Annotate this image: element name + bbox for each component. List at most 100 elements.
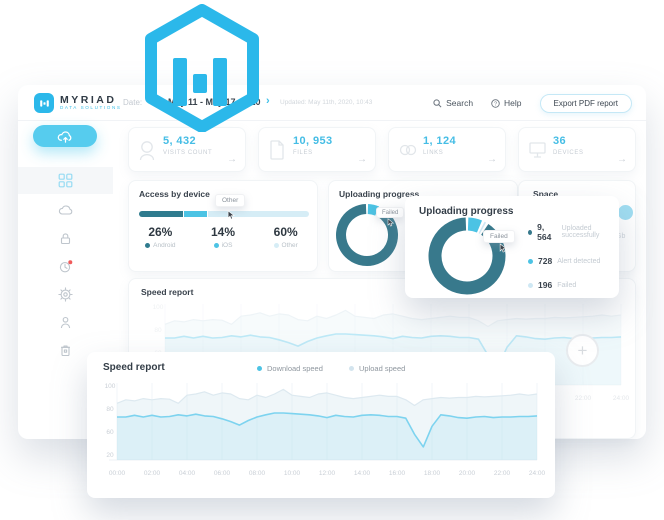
arrow-right-icon[interactable]: → bbox=[227, 154, 237, 165]
stat-label: DEVICES bbox=[553, 150, 584, 156]
area-download bbox=[117, 413, 537, 460]
bar-segment-ios[interactable] bbox=[183, 211, 208, 217]
user-icon bbox=[60, 316, 71, 329]
share-ios: 14% iOS bbox=[192, 225, 255, 249]
stat-card-visits: 5, 432 VISITS COUNT → bbox=[128, 127, 246, 172]
stat-value: 36 bbox=[553, 135, 567, 147]
tooltip-failed: Failed bbox=[483, 230, 515, 243]
legend-label: Failed bbox=[557, 281, 577, 289]
space-unit: Gb bbox=[616, 233, 626, 240]
x-tick-label: 12:00 bbox=[319, 470, 336, 477]
legend-label: Other bbox=[281, 242, 298, 249]
donut-slice-failed[interactable] bbox=[478, 221, 487, 234]
dashboard-grid-icon bbox=[58, 173, 73, 188]
sidebar-item-settings[interactable] bbox=[18, 281, 113, 308]
line-upload bbox=[116, 388, 538, 407]
y-tick-label: 80 bbox=[154, 327, 162, 334]
x-tick-label: 02:00 bbox=[144, 470, 161, 477]
uploading-donut-chart bbox=[428, 217, 506, 295]
myriad-hexagon-logo bbox=[145, 4, 259, 132]
dashboard-header: MYRIAD DATA SOLUTIONS Date: May 11 - May… bbox=[18, 85, 646, 121]
x-tick-label: 22:00 bbox=[494, 470, 511, 477]
card-title: Space bbox=[533, 189, 559, 199]
share-android: 26% Android bbox=[129, 225, 192, 249]
last-updated-text: Updated: May 11th, 2020, 10:43 bbox=[280, 99, 373, 106]
stat-value: 1, 124 bbox=[423, 135, 456, 147]
timer-icon bbox=[59, 260, 73, 273]
card-title: Uploading progress bbox=[339, 189, 420, 199]
speed-chart: 00:00 02:00 04:00 06:00 08:00 10:00 12:00 14:00… bbox=[105, 383, 545, 477]
x-tick-label: 18:00 bbox=[424, 470, 441, 477]
arrow-right-icon[interactable]: → bbox=[617, 154, 627, 165]
x-tick-label: 24:00 bbox=[613, 395, 629, 402]
svg-text:?: ? bbox=[494, 101, 497, 107]
help-icon: ? bbox=[491, 98, 500, 108]
legend-dot bbox=[528, 258, 533, 264]
uploading-progress-popover: Uploading progress Failed 9, 564 Uploade… bbox=[405, 196, 619, 298]
chevron-right-icon[interactable]: › bbox=[266, 95, 270, 107]
add-widget-button[interactable]: + bbox=[566, 334, 599, 367]
legend-label: Alert detected bbox=[557, 257, 601, 265]
cloud-icon bbox=[58, 205, 73, 215]
legend-value: 196 bbox=[538, 280, 553, 290]
legend-item-success: 9, 564 Uploaded successfully bbox=[528, 222, 619, 242]
x-tick-label: 16:00 bbox=[389, 470, 406, 477]
link-icon bbox=[399, 144, 417, 156]
export-pdf-button[interactable]: Export PDF report bbox=[539, 93, 632, 113]
legend-dot bbox=[213, 243, 219, 248]
search-button[interactable]: Search bbox=[433, 98, 473, 108]
access-by-device-card: Access by device Other 26% Android 14% i… bbox=[128, 180, 318, 272]
stat-value: 5, 432 bbox=[163, 135, 196, 147]
donut-slice-alert-detected[interactable] bbox=[467, 217, 483, 233]
file-icon bbox=[270, 140, 284, 160]
x-tick-label: 24:00 bbox=[529, 470, 545, 477]
help-button[interactable]: ? Help bbox=[491, 98, 522, 108]
legend-value: 9, 564 bbox=[537, 222, 552, 242]
sidebar-item-activity[interactable] bbox=[18, 253, 113, 280]
y-tick-label: 100 bbox=[105, 383, 116, 390]
legend-label: Uploaded successfully bbox=[561, 225, 600, 239]
sidebar-item-profile[interactable] bbox=[18, 309, 113, 336]
line-download bbox=[165, 333, 622, 369]
cloud-upload-icon bbox=[57, 131, 71, 143]
device-share-bar[interactable] bbox=[139, 211, 309, 217]
donut-slice-uploaded-successfully[interactable] bbox=[428, 217, 506, 295]
sidebar bbox=[18, 121, 113, 439]
monitor-icon bbox=[529, 142, 546, 158]
donut-slice-uploaded-successfully[interactable] bbox=[336, 204, 398, 266]
upload-button[interactable] bbox=[33, 125, 97, 147]
y-tick-label: 100 bbox=[153, 304, 164, 311]
stat-label: VISITS COUNT bbox=[163, 150, 213, 156]
card-title: Access by device bbox=[139, 189, 210, 199]
line-upload bbox=[164, 309, 622, 328]
sidebar-item-security[interactable] bbox=[18, 225, 113, 252]
legend-dot-upload bbox=[349, 366, 354, 371]
x-tick-label: 14:00 bbox=[354, 470, 371, 477]
stat-card-devices: 36 DEVICES → bbox=[518, 127, 636, 172]
x-tick-label: 06:00 bbox=[214, 470, 231, 477]
stat-card-files: 10, 953 FILES → bbox=[258, 127, 376, 172]
share-other: 60% Other bbox=[254, 225, 317, 249]
arrow-right-icon[interactable]: → bbox=[357, 154, 367, 165]
sidebar-item-cloud[interactable] bbox=[18, 197, 113, 224]
legend-label: Download speed bbox=[267, 364, 323, 373]
x-tick-label: 00:00 bbox=[109, 470, 126, 477]
legend-dot bbox=[528, 229, 533, 235]
legend-label: Upload speed bbox=[359, 364, 406, 373]
share-pct: 14% bbox=[210, 225, 236, 239]
brand-tagline: DATA SOLUTIONS bbox=[60, 105, 122, 110]
sidebar-item-trash[interactable] bbox=[18, 337, 113, 364]
search-label: Search bbox=[446, 98, 474, 108]
stat-value: 10, 953 bbox=[293, 135, 333, 147]
visits-icon bbox=[139, 141, 155, 161]
legend-dot bbox=[145, 243, 151, 248]
sidebar-item-dashboard[interactable] bbox=[18, 167, 113, 194]
popover-title: Uploading progress bbox=[419, 206, 514, 217]
x-tick-label: 08:00 bbox=[249, 470, 266, 477]
arrow-right-icon[interactable]: → bbox=[487, 154, 497, 165]
tooltip-other: Other bbox=[215, 194, 246, 207]
search-icon bbox=[433, 98, 442, 107]
bar-segment-other[interactable] bbox=[208, 211, 309, 217]
bar-segment-android[interactable] bbox=[139, 211, 183, 217]
